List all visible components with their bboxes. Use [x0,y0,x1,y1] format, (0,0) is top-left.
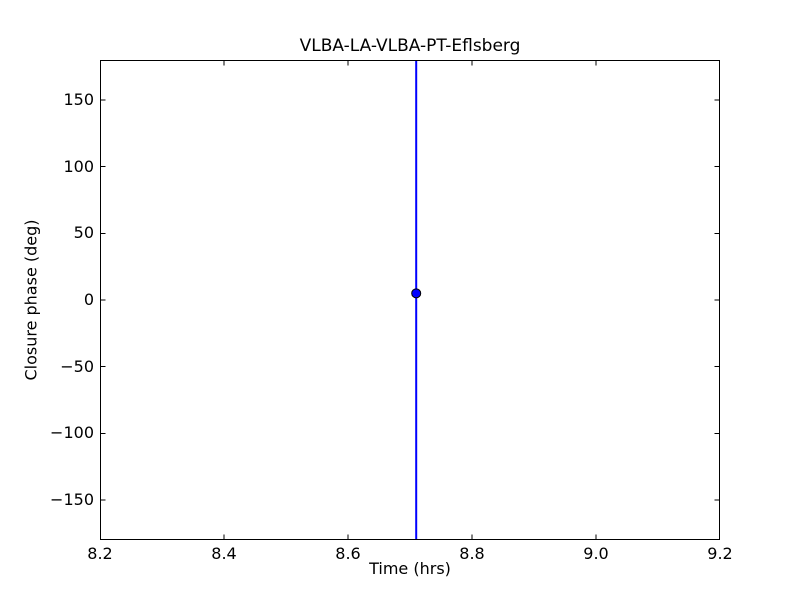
x-tick-label: 8.8 [459,544,485,563]
y-tick-label: −50 [60,356,94,376]
plot-frame [100,60,720,540]
y-tick-label: −150 [50,490,94,509]
y-tick-label: 100 [63,156,94,176]
y-tick-label: 0 [83,290,94,309]
y-tick-label: −100 [50,423,94,443]
x-tick-label: 8.6 [335,544,361,563]
plot-area [100,60,720,540]
x-tick-label: 8.2 [87,544,113,563]
y-tick-label: 50 [73,223,94,243]
data-point-marker [411,288,422,299]
x-tick-label: 9.0 [583,544,609,563]
y-tick-label: 150 [63,90,94,109]
x-tick-label: 8.4 [211,544,237,563]
x-tick-label: 9.2 [707,544,733,563]
chart-title: VLBA-LA-VLBA-PT-Eflsberg [299,36,521,56]
x-axis-label: Time (hrs) [369,559,451,578]
